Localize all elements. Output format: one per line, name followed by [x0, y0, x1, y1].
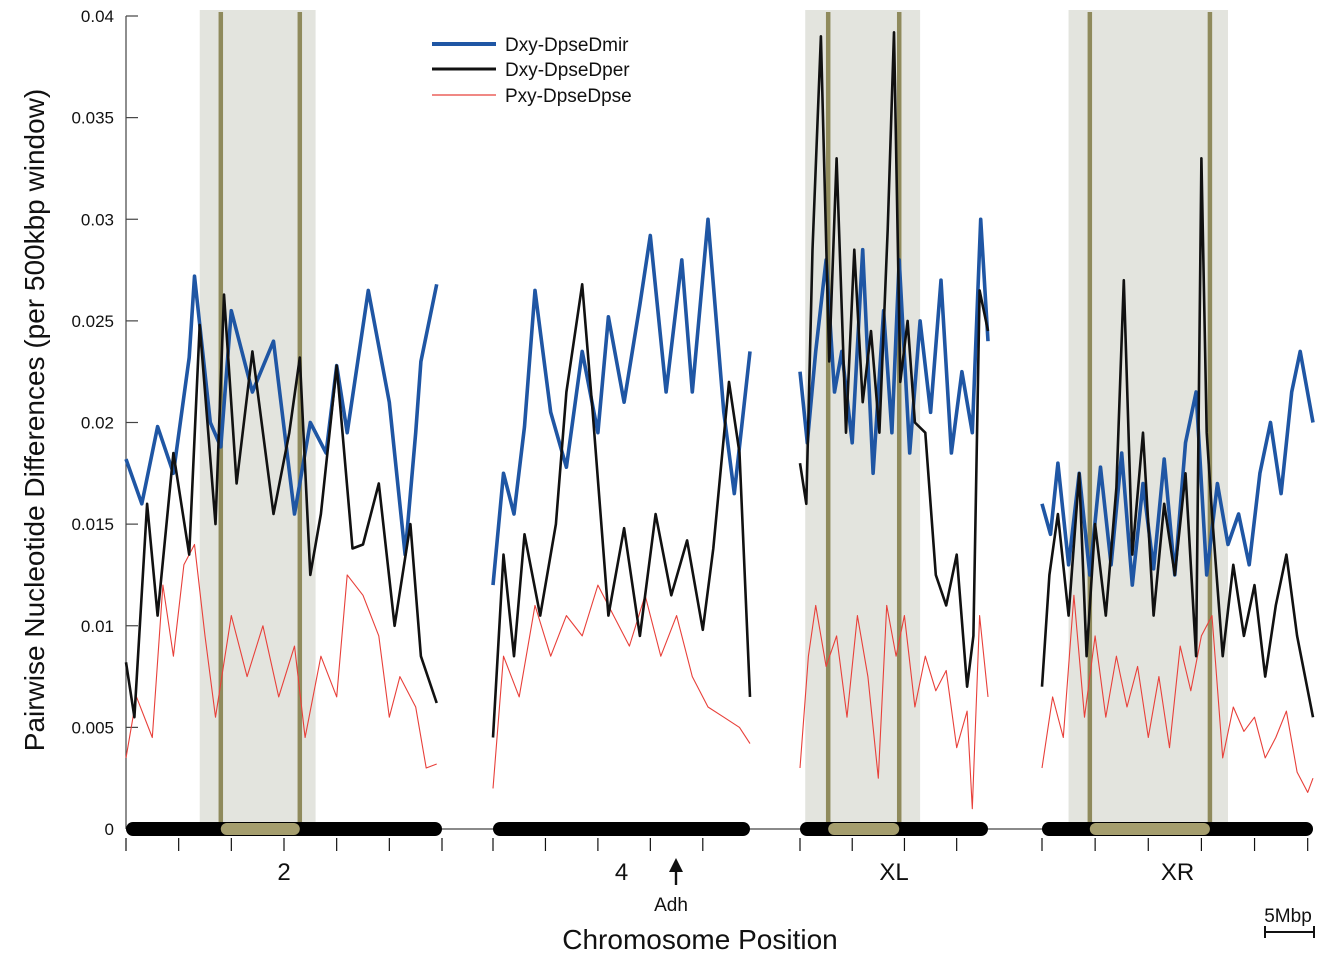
legend-label-dxy-dpsedmir: Dxy-DpseDmir	[505, 35, 629, 56]
series-layer	[124, 30, 1315, 810]
series-line-dxy-dpsedper-chr-4	[491, 282, 752, 738]
series-line-dxy-dpsedper-chr-xr	[1040, 157, 1315, 718]
y-ticks: 0 0.005 0.01 0.015 0.02 0.025 0.03 0.035 0.04	[71, 7, 138, 839]
chromosome-label-4: 4	[615, 859, 628, 886]
legend-label-dxy-dpsedper: Dxy-DpseDper	[505, 60, 630, 81]
inversion-bar-chr-2	[220, 823, 300, 835]
chromosome-label-xr: XR	[1161, 859, 1194, 886]
chromosome-label-2: 2	[277, 859, 290, 886]
y-tick-label-8: 0.04	[81, 7, 114, 26]
series-line-dxy-dpsedmir-chr-4	[491, 217, 752, 586]
chromosome-bar-chr-4	[493, 822, 750, 836]
legend-label-pxy-dpsedpse: Pxy-DpseDpse	[505, 86, 632, 107]
scale-bar-label: 5Mbp	[1264, 906, 1312, 927]
series-line-dxy-dpsedper-chr-2	[124, 293, 438, 719]
series-line-pxy-dpsedpse-chr-xl	[799, 604, 989, 810]
scale-bar: 5Mbp	[1264, 906, 1315, 938]
adh-label: Adh	[654, 895, 688, 916]
y-axis-title: Pairwise Nucleotide Differences (per 500…	[19, 89, 50, 751]
series-line-dxy-dpsedper-chr-xl	[798, 30, 990, 689]
legend: Dxy-DpseDmir Dxy-DpseDper Pxy-DpseDpse	[432, 35, 632, 107]
chromosome-bars: 2 4 XL XR	[125, 822, 1313, 886]
y-tick-label-1: 0.005	[71, 718, 114, 737]
x-axis-title: Chromosome Position	[562, 924, 837, 954]
y-tick-label-0: 0	[105, 820, 114, 839]
y-tick-label-7: 0.035	[71, 109, 114, 128]
series-line-dxy-dpsedmir-chr-2	[124, 274, 439, 557]
inversion-shade-chr-xr	[1068, 10, 1228, 829]
adh-annotation: Adh	[654, 858, 688, 916]
y-tick-label-4: 0.02	[81, 414, 114, 433]
inversion-bar-chr-xr	[1089, 823, 1210, 835]
y-tick-label-5: 0.025	[71, 312, 114, 331]
series-line-pxy-dpsedpse-chr-xr	[1041, 594, 1314, 793]
adh-arrow-icon	[669, 858, 683, 872]
inversion-bar-chr-xl	[828, 823, 900, 835]
series-line-pxy-dpsedpse-chr-2	[125, 543, 437, 769]
inversion-shading-layer	[199, 10, 1228, 829]
series-line-pxy-dpsedpse-chr-4	[492, 584, 751, 789]
y-tick-label-2: 0.01	[81, 617, 114, 636]
y-tick-label-3: 0.015	[71, 515, 114, 534]
chromosome-label-xl: XL	[879, 859, 908, 886]
y-tick-label-6: 0.03	[81, 210, 114, 229]
